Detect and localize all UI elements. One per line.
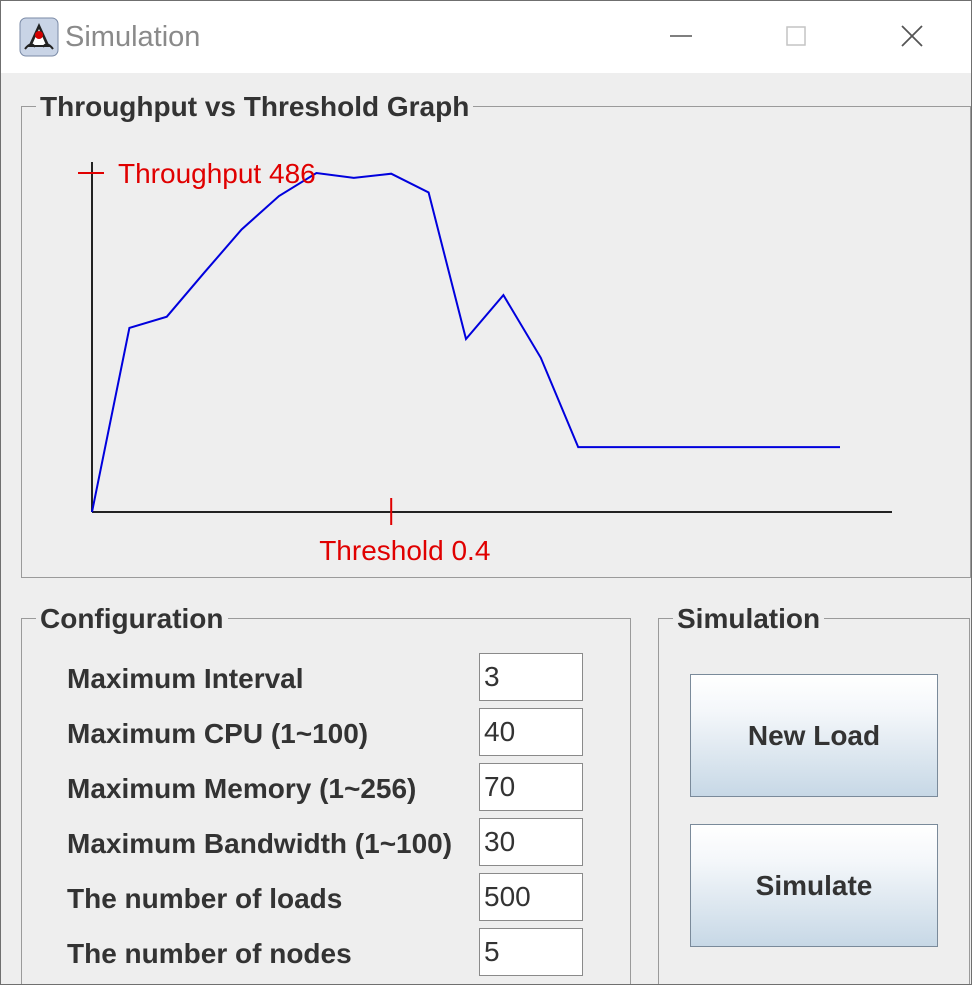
new-load-button[interactable]: New Load [690,674,938,797]
label-number-of-loads: The number of loads [67,883,343,914]
graph-panel: Throughput vs Threshold Graph Throughput… [21,91,971,578]
maximum-memory-input[interactable] [479,763,583,811]
label-maximum-cpu: Maximum CPU (1~100) [67,718,369,749]
y-marker-label: Throughput 486 [118,158,316,189]
close-button[interactable] [877,11,947,61]
configuration-panel-title: Configuration [36,603,228,635]
maximum-bandwidth-input[interactable] [479,818,583,866]
label-maximum-memory: Maximum Memory (1~256) [67,773,417,804]
label-maximum-bandwidth: Maximum Bandwidth (1~100) [67,828,453,859]
number-of-loads-input[interactable] [479,873,583,921]
simulate-button[interactable]: Simulate [690,824,938,947]
maximize-button[interactable] [761,11,831,61]
minimize-button[interactable] [646,11,716,61]
window-title: Simulation [65,21,201,53]
maximum-cpu-input[interactable] [479,708,583,756]
minimize-icon [670,35,692,37]
simulation-panel-title: Simulation [673,603,825,635]
simulation-panel: Simulation New Load Simulate [658,603,970,984]
throughput-series-line [91,171,840,513]
throughput-graph: Throughput 486 Threshold 0.4 [78,158,892,566]
maximum-interval-input[interactable] [479,653,583,701]
number-of-nodes-input[interactable] [479,928,583,976]
title-bar[interactable]: Simulation [1,1,971,73]
java-duke-icon [19,17,59,57]
configuration-panel: Configuration Maximum Interval Maximum C… [21,603,631,984]
label-number-of-nodes: The number of nodes [67,938,352,969]
close-icon [901,25,923,47]
maximize-icon [786,26,806,46]
x-marker-label: Threshold 0.4 [319,535,490,566]
graph-panel-title: Throughput vs Threshold Graph [36,91,474,123]
label-maximum-interval: Maximum Interval [67,663,304,694]
